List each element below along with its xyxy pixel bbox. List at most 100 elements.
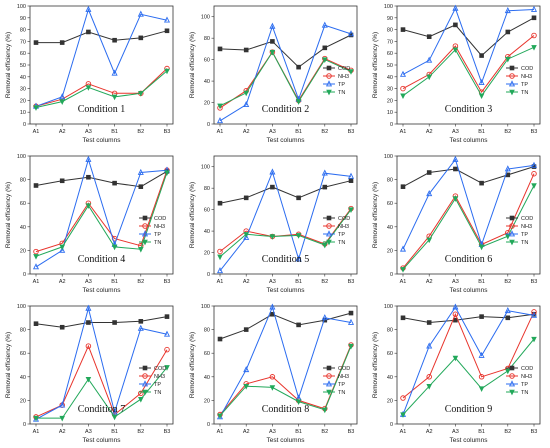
data-point-tn [400,267,406,273]
data-point-tn [164,365,170,371]
data-point-tn [478,244,485,251]
y-axis-label: Removal efficiency (%) [5,182,12,248]
data-point-cod [505,315,511,321]
legend-label: NH3 [521,74,532,80]
data-point-nh3 [138,390,144,397]
chart-title: Condition 9 [445,404,493,415]
data-point-tn [59,415,65,422]
x-tick-label: A2 [243,129,250,135]
y-tick-label: 60 [204,208,210,214]
legend-marker-cod [142,215,148,221]
x-axis-label: Test columns [83,437,122,444]
y-tick-label: 0 [23,272,26,278]
data-point-nh3 [531,32,537,39]
y-tick-label: 30 [387,87,393,93]
series-line-cod [219,180,352,204]
legend-marker-nh3 [509,73,515,79]
x-tick-label: B1 [295,279,302,285]
series-line-tp [219,24,352,122]
y-tick-label: 0 [390,122,393,128]
legend-label: NH3 [521,374,532,380]
x-tick-label: A3 [269,279,276,285]
x-tick-label: A1 [217,279,224,285]
data-point-tn [531,183,537,189]
y-tick-label: 0 [23,122,26,128]
chart-title: Condition 5 [262,254,310,265]
y-tick-label: 40 [20,375,26,381]
data-point-cod [112,180,117,186]
y-tick-label: 100 [201,165,210,171]
data-point-tp [85,155,92,162]
x-tick-label: B1 [478,129,485,135]
data-point-tn [111,94,118,101]
data-point-cod [243,327,249,332]
series-line-nh3 [402,35,535,94]
legend-marker-cod [326,365,332,371]
data-point-tn [426,74,432,81]
legend-label: TN [338,90,345,96]
data-point-tp [530,161,538,168]
chart-title: Condition 8 [262,404,310,415]
x-tick-label: A2 [426,129,433,135]
y-axis-label: Removal efficiency (%) [372,182,379,248]
series-line-nh3 [35,170,168,253]
y-tick-label: 60 [387,201,393,207]
y-axis-label: Removal efficiency (%) [189,182,196,248]
y-tick-label: 80 [387,28,393,34]
data-point-cod [270,184,275,190]
data-point-cod [296,322,301,328]
legend-label: TN [338,390,345,396]
y-tick-label: 40 [20,75,26,81]
legend-marker-tp [325,380,333,387]
data-point-tp [269,22,276,29]
data-point-tn [164,68,170,75]
data-point-tn [111,244,118,251]
chart-title: Condition 6 [445,254,493,265]
data-point-cod [164,28,170,34]
data-point-tn [322,57,328,64]
x-tick-label: B2 [504,129,511,135]
data-point-cod [505,29,511,35]
data-point-cod [531,15,537,21]
y-tick-label: 80 [20,28,26,34]
y-tick-label: 40 [387,375,393,381]
data-point-tn [400,93,406,100]
x-axis-label: Test columns [267,137,306,144]
y-tick-label: 80 [204,328,210,334]
y-tick-label: 40 [387,225,393,231]
series-line-cod [402,17,535,57]
x-tick-label: B2 [504,429,511,435]
legend-label: COD [154,216,166,222]
legend-label: TP [154,232,161,238]
legend-label: NH3 [521,224,532,230]
data-point-tp [111,69,118,76]
chart-panel-7: 0 20 40 60 80 100 A1 A2 A3 B1 B2 B3 Test columns Remo… [5,304,174,444]
legend-marker-tp [325,230,333,237]
series-line-nh3 [402,173,535,269]
chart-panel-6: 0 20 40 60 80 100 A1 A2 A3 B1 B2 B3 Test columns Remo… [372,154,541,294]
data-point-tp [32,263,40,270]
data-point-tn [138,91,144,97]
data-point-cod [138,319,144,324]
plot-frame [396,155,541,275]
data-point-tn [217,254,223,261]
legend-marker-tn [142,239,148,246]
y-tick-label: 80 [204,36,210,42]
data-point-cod [426,170,432,175]
x-tick-label: A2 [59,129,66,135]
series-line-tn [219,345,352,417]
x-tick-label: B2 [321,429,328,435]
data-point-cod [243,47,249,53]
data-point-tn [217,413,223,420]
x-tick-label: A3 [269,129,276,135]
legend-label: COD [521,66,533,72]
data-point-cod [453,166,458,172]
data-point-tn [243,90,249,97]
data-point-tp [216,267,224,274]
x-tick-label: A1 [33,129,40,135]
data-point-tn [33,415,39,422]
x-tick-label: A2 [59,429,66,435]
y-tick-label: 10 [387,110,393,116]
legend-label: TP [338,382,345,388]
legend-marker-tn [509,239,515,246]
